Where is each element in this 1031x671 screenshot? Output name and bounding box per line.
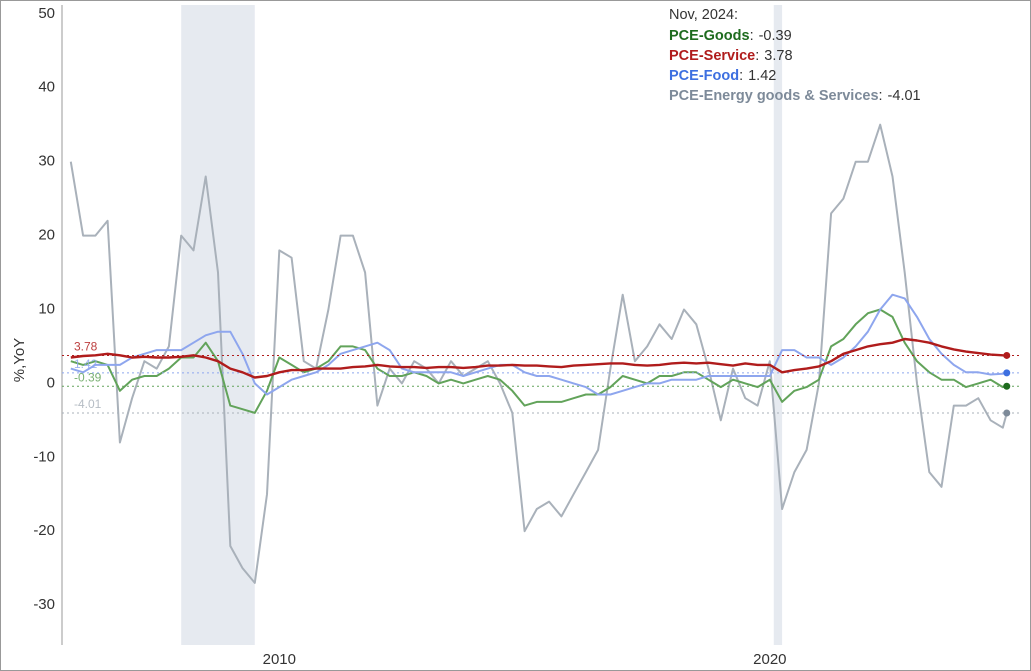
end-dot [1003,409,1011,417]
end-dot [1003,382,1011,390]
y-tick-label: -10 [33,448,55,465]
legend-name: PCE-Energy goods & Services [669,88,879,104]
legend-value: 1.42 [748,68,776,84]
y-tick-label: 0 [47,374,55,391]
latest-value-label: -0.39 [74,370,102,384]
legend-separator: : [739,68,743,84]
legend-value: -4.01 [888,88,921,104]
plot-layer: -4.01-0.391.423.78 [61,5,1020,645]
latest-value-label: 1.42 [74,357,98,371]
legend-entry: PCE-Service:3.78 [669,48,793,64]
y-tick-label: 20 [38,227,55,244]
end-dot [1003,369,1011,377]
legend-separator: : [755,48,759,64]
legend-separator: : [750,28,754,44]
y-tick-label: 10 [38,300,55,317]
legend-separator: : [879,88,883,104]
recession-band [773,5,783,645]
series-line [69,123,1008,584]
legend-entry: PCE-Food:1.42 [669,68,776,84]
series-line [70,293,1008,396]
y-tick-label: 50 [38,5,55,22]
x-tick-label: 2020 [753,651,786,668]
shading-layer [181,5,783,645]
y-tick-label: 40 [38,79,55,96]
legend-value: -0.39 [759,28,792,44]
x-tick-label: 2010 [263,651,296,668]
end-dot [1003,351,1011,359]
series-line [70,337,1007,379]
y-tick-label: -20 [33,522,55,539]
legend-entry: PCE-Goods: -0.39 [669,28,792,44]
series-line [70,308,1007,414]
recession-band [181,5,255,645]
legend-name: PCE-Food [669,68,739,84]
y-axis-label: %,YoY [11,338,28,382]
legend-name: PCE-Goods [669,28,750,44]
legend-value: 3.78 [764,48,792,64]
legend-name: PCE-Service [669,48,755,64]
y-tick-label: 30 [38,153,55,170]
legend-entry: PCE-Energy goods & Services: -4.01 [669,88,921,104]
latest-value-label: 3.78 [74,340,98,354]
latest-value-label: -4.01 [74,397,102,411]
y-tick-label: -30 [33,596,55,613]
legend-title: Nov, 2024: [669,7,738,23]
